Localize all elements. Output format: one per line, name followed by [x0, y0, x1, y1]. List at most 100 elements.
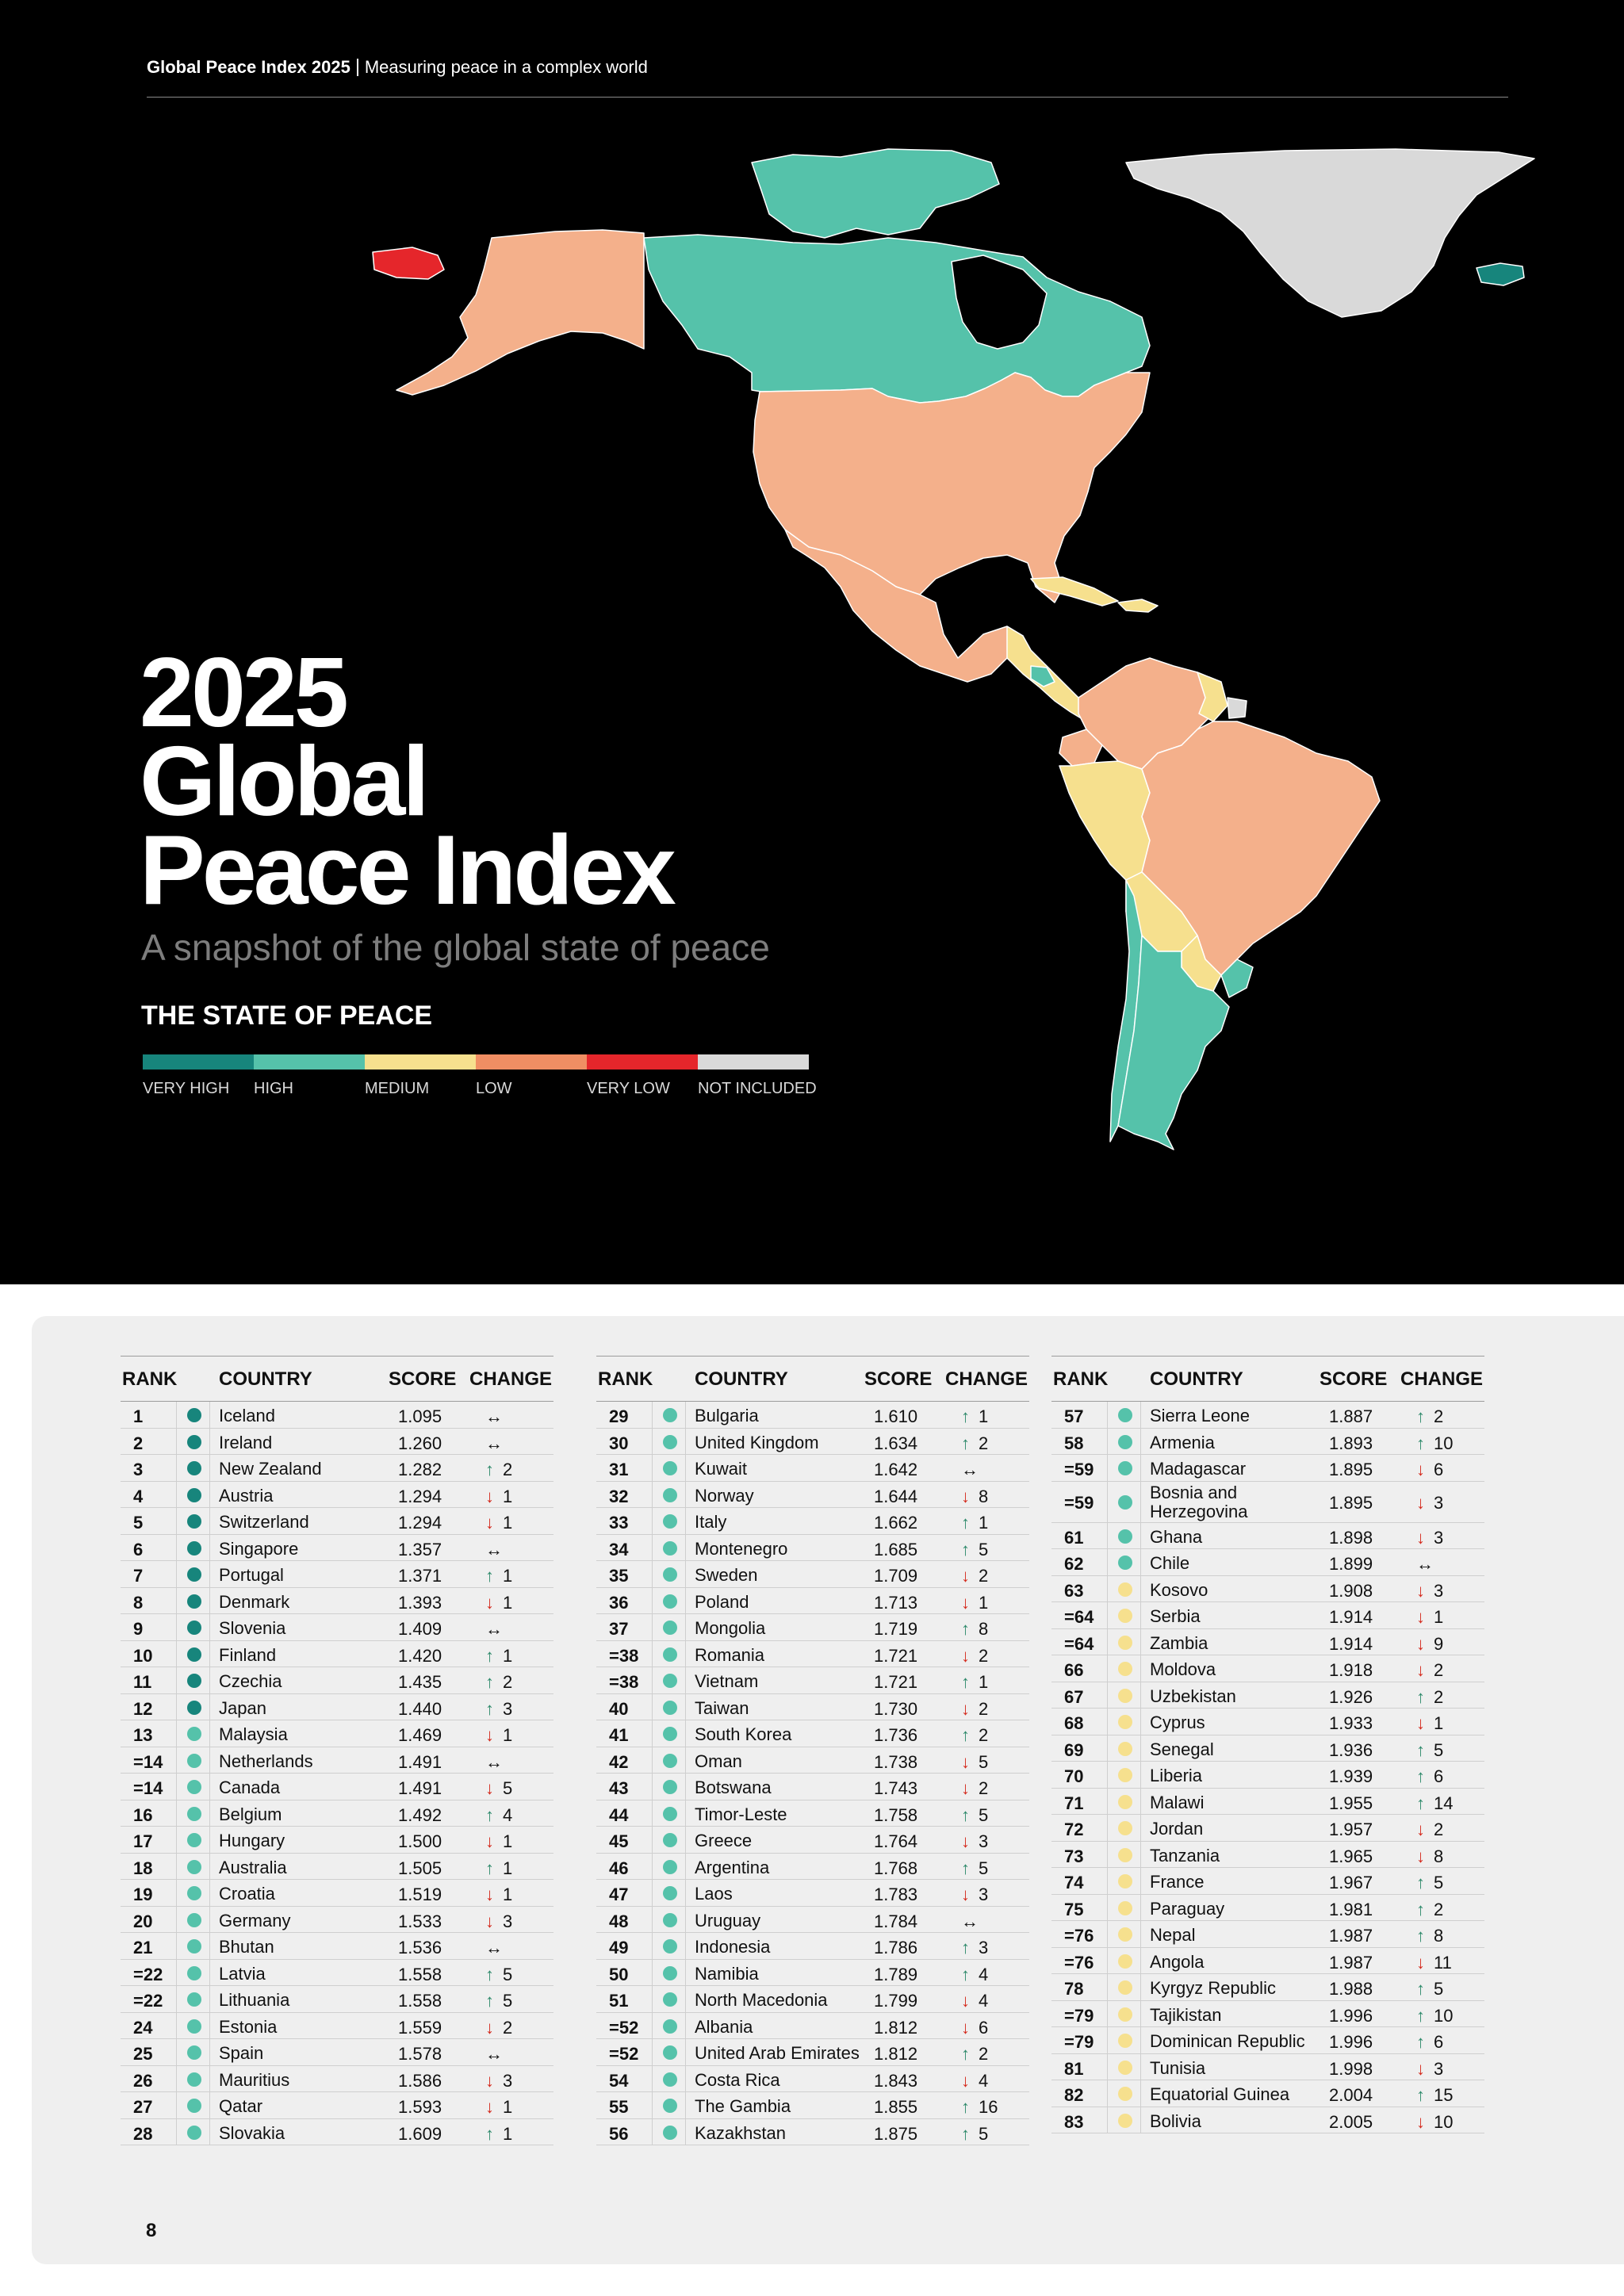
rank-change: ↑ 5: [961, 2124, 988, 2145]
arrow-down-icon: ↓: [961, 1831, 970, 1851]
rank-value: 68: [1064, 1713, 1084, 1733]
peace-level-dot: [187, 1939, 201, 1954]
rank-value: 48: [609, 1911, 629, 1931]
arrow-up-icon: ↑: [961, 2123, 970, 2144]
score-value: 1.996: [1329, 2005, 1373, 2026]
rank-value: 75: [1064, 1899, 1084, 1919]
rank-change-amount: 2: [979, 2044, 989, 2064]
rank-change: ↑ 5: [485, 1991, 512, 2011]
legend-label-high: HIGH: [254, 1080, 293, 1097]
rank-change: ↓ 4: [961, 1991, 988, 2011]
rank-value: 56: [609, 2123, 629, 2144]
country-name: Equatorial Guinea: [1150, 2084, 1290, 2104]
report-title: 2025 Global Peace Index: [140, 644, 676, 920]
rank-change: ↓ 4: [961, 2071, 988, 2091]
score-value: 1.933: [1329, 1713, 1373, 1733]
rank-change-amount: 3: [1434, 1580, 1444, 1601]
rank-change-amount: 1: [503, 1566, 513, 1586]
rank-change-amount: 14: [1434, 1793, 1454, 1813]
rank-change: ↓ 3: [961, 1831, 988, 1852]
ranking-row: 43 Botswana 1.743 ↓ 2: [596, 1774, 1029, 1800]
ranking-row: 18 Australia 1.505 ↑ 1: [121, 1854, 553, 1880]
rank-value: 71: [1064, 1793, 1084, 1813]
score-value: 1.593: [398, 2097, 442, 2117]
score-value: 1.536: [398, 1938, 442, 1957]
rank-change-amount: 1: [503, 2123, 513, 2144]
ranking-row: 57 Sierra Leone 1.887 ↑ 2: [1051, 1402, 1484, 1429]
arrow-down-icon: ↓: [485, 1911, 494, 1931]
ranking-row: 27 Qatar 1.593 ↓ 1: [121, 2092, 553, 2119]
rank-change: ↓ 1: [961, 1593, 988, 1613]
peace-level-dot: [187, 1408, 201, 1422]
peace-level-dot: [1118, 2034, 1132, 2048]
rank-value: 44: [609, 1804, 629, 1825]
peace-level-dot: [663, 1753, 677, 1768]
score-value: 1.282: [398, 1460, 442, 1479]
peace-level-dot: [187, 1567, 201, 1582]
arrow-up-icon: ↑: [961, 1539, 970, 1559]
peace-level-dot: [1118, 1794, 1132, 1809]
header-country: COUNTRY: [1150, 1368, 1243, 1390]
arrow-up-icon: ↑: [485, 1964, 494, 1984]
country-name: Norway: [695, 1485, 754, 1506]
arrow-up-icon: ↑: [1416, 1766, 1425, 1786]
score-value: 1.730: [874, 1698, 918, 1719]
legend-swatch-not-included: [698, 1054, 809, 1070]
ranking-row: =22 Lithuania 1.558 ↑ 5: [121, 1986, 553, 2013]
rank-value: 21: [133, 1938, 153, 1957]
country-name: Croatia: [219, 1884, 275, 1904]
rank-value: =76: [1064, 1926, 1094, 1946]
ranking-row: =38 Romania 1.721 ↓ 2: [596, 1641, 1029, 1667]
peace-level-dot: [1118, 1847, 1132, 1862]
rank-change: ↓ 1: [1416, 1607, 1443, 1628]
arrow-up-icon: ↑: [961, 2097, 970, 2117]
country-name: United Arab Emirates: [695, 2043, 860, 2063]
header-rank: RANK: [1053, 1368, 1109, 1390]
rank-value: 18: [133, 1858, 153, 1878]
arrow-down-icon: ↓: [961, 1566, 970, 1586]
rank-change: ↓ 8: [961, 1487, 988, 1507]
arrow-down-icon: ↓: [485, 1513, 494, 1533]
score-value: 1.914: [1329, 1607, 1373, 1627]
rank-value: 36: [609, 1592, 629, 1613]
rank-change: ↑ 6: [1416, 2032, 1443, 2053]
rank-change-amount: 3: [1434, 2058, 1444, 2079]
rank-value: =64: [1064, 1633, 1094, 1654]
arrow-up-icon: ↑: [485, 1645, 494, 1666]
rank-change: ↑ 1: [485, 1646, 512, 1667]
rank-change: ↑ 4: [485, 1805, 512, 1826]
score-value: 1.926: [1329, 1686, 1373, 1707]
peace-level-dot: [663, 1965, 677, 1980]
country-name: Sierra Leone: [1150, 1406, 1250, 1425]
rank-value: 5: [133, 1513, 144, 1533]
rank-value: 16: [133, 1804, 153, 1825]
arrow-left-right-icon: ↔: [485, 1938, 503, 1957]
score-value: 1.899: [1329, 1554, 1373, 1574]
score-value: 1.685: [874, 1539, 918, 1559]
arrow-up-icon: ↑: [961, 2044, 970, 2064]
score-value: 1.764: [874, 1831, 918, 1851]
rank-change-amount: 1: [1434, 1713, 1444, 1733]
arrow-down-icon: ↓: [485, 1885, 494, 1904]
legend-label-very-low: VERY LOW: [587, 1080, 670, 1097]
country-name: Taiwan: [695, 1697, 749, 1718]
score-value: 1.987: [1329, 1926, 1373, 1946]
country-name: Greece: [695, 1831, 753, 1850]
country-name: Qatar: [219, 2096, 263, 2116]
rank-change-amount: 5: [979, 1539, 989, 1559]
rank-value: 10: [133, 1645, 153, 1666]
rank-change: ↑ 10: [1416, 1433, 1453, 1454]
arrow-up-icon: ↑: [1416, 1873, 1425, 1892]
score-value: 1.783: [874, 1885, 918, 1904]
peace-level-dot: [663, 1780, 677, 1794]
country-name: Mongolia: [695, 1618, 766, 1638]
rank-change-amount: 2: [979, 1566, 989, 1586]
ranking-row: =52 Albania 1.812 ↓ 6: [596, 2013, 1029, 2039]
ranking-row: 3 New Zealand 1.282 ↑ 2: [121, 1455, 553, 1482]
country-name: Vietnam: [695, 1671, 759, 1691]
ranking-row: =59 Bosnia and Herzegovina 1.895 ↓ 3: [1051, 1482, 1484, 1523]
rank-value: 24: [133, 2017, 153, 2038]
rank-change-amount: 5: [979, 1804, 989, 1825]
map-hispaniola: [1117, 599, 1159, 613]
score-value: 1.519: [398, 1885, 442, 1904]
